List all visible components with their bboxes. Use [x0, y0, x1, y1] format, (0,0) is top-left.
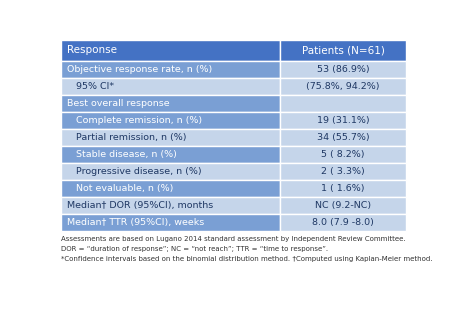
Text: 34 (55.7%): 34 (55.7%) [316, 133, 369, 142]
Bar [280, 78, 405, 95]
Text: 1 ( 1.6%): 1 ( 1.6%) [321, 184, 364, 193]
Bar [61, 95, 280, 112]
Bar [280, 180, 405, 197]
Bar [61, 214, 280, 231]
Bar [280, 112, 405, 129]
Text: (75.8%, 94.2%): (75.8%, 94.2%) [306, 82, 379, 91]
Text: NC (9.2-NC): NC (9.2-NC) [314, 201, 370, 210]
Bar [280, 197, 405, 214]
Bar [61, 40, 280, 61]
Bar [280, 214, 405, 231]
Text: 95% CI*: 95% CI* [66, 82, 113, 91]
Text: Best overall response: Best overall response [66, 99, 169, 108]
Bar [61, 61, 280, 78]
Text: Complete remission, n (%): Complete remission, n (%) [66, 116, 201, 125]
Text: Median† DOR (95%CI), months: Median† DOR (95%CI), months [66, 201, 212, 210]
Bar [280, 129, 405, 146]
Text: 53 (86.9%): 53 (86.9%) [316, 65, 369, 74]
Bar [61, 163, 280, 180]
Text: *Confidence intervals based on the binomial distribution method. †Computed using: *Confidence intervals based on the binom… [61, 256, 432, 262]
Text: Objective response rate, n (%): Objective response rate, n (%) [66, 65, 211, 74]
Text: 2 ( 3.3%): 2 ( 3.3%) [321, 167, 364, 176]
Text: 8.0 (7.9 -8.0): 8.0 (7.9 -8.0) [312, 218, 374, 227]
Text: 5 ( 8.2%): 5 ( 8.2%) [321, 150, 364, 159]
Bar [61, 180, 280, 197]
Bar [61, 146, 280, 163]
Text: DOR = “duration of response”; NC = “not reach”; TTR = “time to response”.: DOR = “duration of response”; NC = “not … [61, 246, 328, 252]
Text: Progressive disease, n (%): Progressive disease, n (%) [66, 167, 201, 176]
Bar [61, 78, 280, 95]
Bar [280, 61, 405, 78]
Text: Patients (N=61): Patients (N=61) [301, 45, 384, 55]
Text: Partial remission, n (%): Partial remission, n (%) [66, 133, 186, 142]
Text: Assessments are based on Lugano 2014 standard assessment by Independent Review C: Assessments are based on Lugano 2014 sta… [61, 236, 405, 242]
Bar [61, 197, 280, 214]
Bar [61, 129, 280, 146]
Bar [280, 163, 405, 180]
Text: Stable disease, n (%): Stable disease, n (%) [66, 150, 176, 159]
Bar [280, 146, 405, 163]
Text: 19 (31.1%): 19 (31.1%) [316, 116, 369, 125]
Text: Median† TTR (95%CI), weeks: Median† TTR (95%CI), weeks [66, 218, 203, 227]
Text: Response: Response [66, 45, 116, 55]
Bar [280, 95, 405, 112]
Bar [280, 40, 405, 61]
Text: Not evaluable, n (%): Not evaluable, n (%) [66, 184, 172, 193]
Bar [61, 112, 280, 129]
